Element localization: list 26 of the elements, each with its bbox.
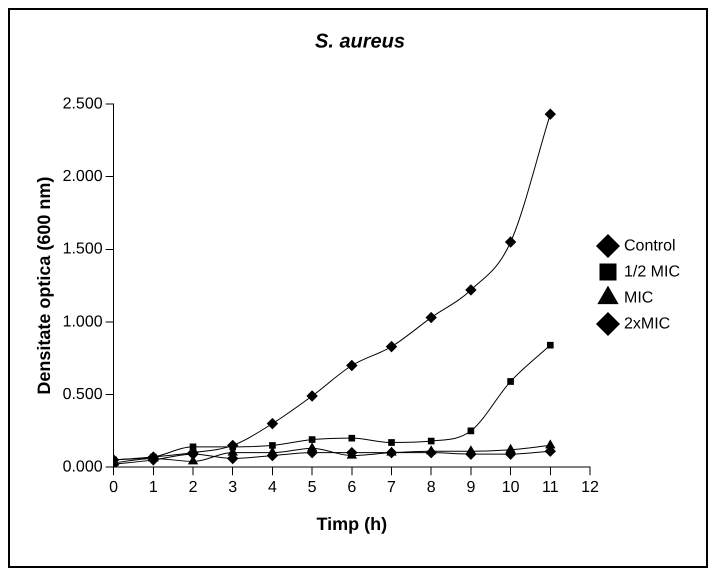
y-tick-label: 2.500 [62, 95, 103, 112]
x-tick-label: 4 [268, 479, 277, 496]
x-tick-label: 9 [466, 479, 476, 496]
y-tick-label: 0.000 [62, 458, 103, 476]
x-tick-label: 12 [581, 479, 599, 496]
x-tick-label: 0 [109, 479, 118, 496]
x-tick-label: 3 [228, 479, 238, 496]
x-tick-label: 11 [542, 479, 559, 496]
x-tick-label: 7 [387, 479, 396, 496]
x-tick-label: 6 [347, 479, 356, 496]
y-tick-label: 0.500 [62, 386, 103, 403]
x-tick-label: 5 [308, 479, 317, 496]
x-tick-label: 8 [426, 479, 436, 496]
legend-label: 1/2 MIC [624, 263, 680, 280]
legend-label: 2xMIC [624, 315, 670, 332]
legend-label: MIC [624, 289, 654, 306]
y-tick-label: 1.000 [62, 313, 103, 330]
x-tick-label: 10 [502, 479, 520, 496]
x-tick-label: 1 [148, 479, 158, 496]
y-tick-label: 2.000 [62, 168, 103, 186]
chart-title: S. aureus [314, 30, 406, 53]
x-axis-title: Timp (h) [316, 514, 388, 534]
y-axis-title: Densitate optica (600 nm) [34, 176, 54, 395]
legend-label: Control [624, 237, 676, 254]
y-tick-label: 1.500 [62, 240, 103, 258]
x-tick-label: 2 [188, 479, 198, 496]
